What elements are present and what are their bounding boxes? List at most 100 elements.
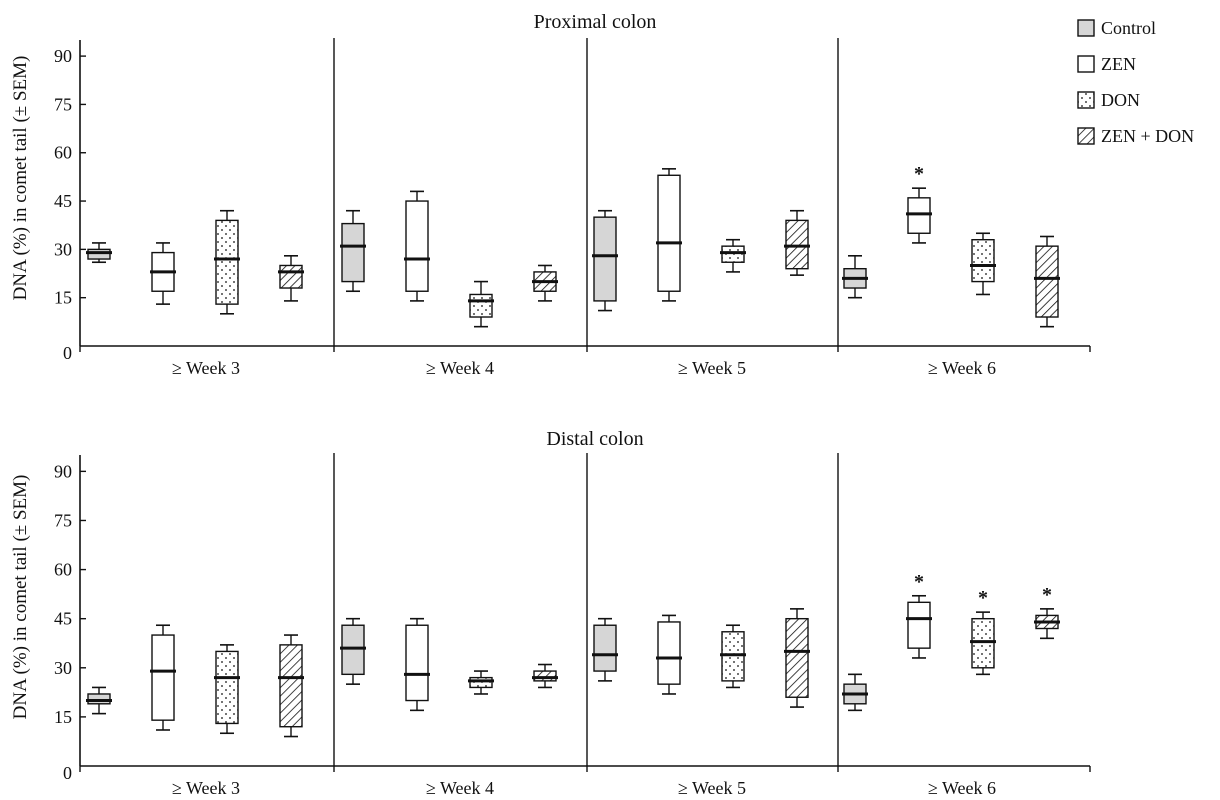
box-zen-6 xyxy=(906,594,932,659)
box-body xyxy=(657,621,681,685)
box-zen-don-6 xyxy=(1034,235,1060,328)
box-zen-6 xyxy=(906,187,932,244)
box-don-5 xyxy=(720,624,746,689)
chart-panel-distal: Distal colon DNA (%) in comet tail (± SEM… xyxy=(10,428,1091,798)
box-zen-don-5 xyxy=(784,608,810,708)
box-control-5 xyxy=(592,617,618,682)
box-zen-don-5 xyxy=(784,209,810,276)
box-body xyxy=(341,624,365,676)
box-body xyxy=(785,219,809,270)
box-body xyxy=(593,624,617,672)
chart-panel-proximal: Proximal colon DNA (%) in comet tail (± S… xyxy=(10,11,1091,378)
box-zen-5 xyxy=(656,614,682,695)
legend-label: ZEN xyxy=(1101,54,1136,74)
box-body xyxy=(593,216,617,302)
box-control-6 xyxy=(842,673,868,712)
box-body xyxy=(1035,245,1059,318)
chart-panels: Proximal colon DNA (%) in comet tail (± S… xyxy=(10,11,1091,798)
x-category-label: ≥ Week 5 xyxy=(678,358,746,378)
significance-marker: * xyxy=(914,571,924,593)
box-zen-don-6 xyxy=(1034,608,1060,640)
x-category-label: ≥ Week 3 xyxy=(172,778,240,798)
box-control-5 xyxy=(592,209,618,312)
box-don-6 xyxy=(970,232,996,296)
y-tick-label: 0 xyxy=(63,343,72,363)
y-tick-label: 45 xyxy=(54,191,72,211)
y-tick-label: 30 xyxy=(54,239,72,259)
y-tick-label: 75 xyxy=(54,94,72,114)
box-body xyxy=(87,248,111,260)
box-zen-4 xyxy=(404,617,430,712)
x-category-label: ≥ Week 3 xyxy=(172,358,240,378)
box-body xyxy=(907,601,931,649)
box-zen-3 xyxy=(150,242,176,305)
box-control-4 xyxy=(340,617,366,685)
box-body xyxy=(533,670,557,682)
box-body xyxy=(341,222,365,283)
x-category-label: ≥ Week 4 xyxy=(426,778,494,798)
legend-item-control: Control xyxy=(1077,18,1156,38)
box-zen-don-3 xyxy=(278,255,304,302)
box-body xyxy=(907,197,931,234)
box-control-4 xyxy=(340,209,366,293)
box-body xyxy=(279,644,303,728)
box-control-6 xyxy=(842,255,868,299)
box-zen-5 xyxy=(656,168,682,302)
box-body xyxy=(971,239,995,283)
y-tick-label: 75 xyxy=(54,510,72,530)
box-zen-4 xyxy=(404,190,430,302)
legend-item-zen-don: ZEN + DON xyxy=(1077,126,1194,146)
y-tick-label: 60 xyxy=(54,143,72,163)
x-category-label: ≥ Week 6 xyxy=(928,778,996,798)
x-category-label: ≥ Week 6 xyxy=(928,358,996,378)
significance-marker: * xyxy=(1042,584,1052,606)
y-tick-label: 0 xyxy=(63,763,72,783)
box-don-3 xyxy=(214,644,240,735)
x-category-label: ≥ Week 4 xyxy=(426,358,494,378)
chart-title: Distal colon xyxy=(546,428,643,450)
legend-swatch xyxy=(1077,19,1095,37)
legend-item-zen: ZEN xyxy=(1077,54,1136,74)
box-body xyxy=(971,617,995,669)
legend-swatch xyxy=(1077,127,1095,145)
legend-swatch xyxy=(1077,55,1095,73)
legend-label: Control xyxy=(1101,18,1156,38)
box-body xyxy=(469,676,493,689)
legend-label: ZEN + DON xyxy=(1101,126,1194,146)
box-don-6 xyxy=(970,611,996,676)
box-body xyxy=(405,200,429,292)
box-zen-don-4 xyxy=(532,264,558,302)
box-zen-3 xyxy=(150,624,176,731)
y-tick-label: 30 xyxy=(54,658,72,678)
box-body xyxy=(279,264,303,289)
box-control-3 xyxy=(86,242,112,264)
y-tick-label: 90 xyxy=(54,46,72,66)
box-zen-don-3 xyxy=(278,634,304,738)
y-tick-label: 90 xyxy=(54,461,72,481)
box-body xyxy=(405,624,429,702)
box-body xyxy=(657,174,681,292)
y-tick-label: 15 xyxy=(54,707,72,727)
legend-label: DON xyxy=(1101,90,1140,110)
box-body xyxy=(785,617,809,698)
chart-title: Proximal colon xyxy=(534,11,657,33)
box-body xyxy=(721,245,745,263)
box-don-5 xyxy=(720,238,746,273)
box-body xyxy=(215,219,239,305)
legend: Control ZEN DON ZEN + DON xyxy=(1077,18,1194,146)
y-tick-label: 45 xyxy=(54,609,72,629)
box-body xyxy=(151,634,175,721)
box-zen-don-4 xyxy=(532,663,558,689)
box-don-4 xyxy=(468,280,494,328)
legend-swatch xyxy=(1077,91,1095,109)
y-tick-label: 60 xyxy=(54,560,72,580)
significance-marker: * xyxy=(978,587,988,609)
significance-marker: * xyxy=(914,163,924,185)
x-category-label: ≥ Week 5 xyxy=(678,778,746,798)
y-axis-label: DNA (%) in comet tail (± SEM) xyxy=(10,56,31,301)
legend-item-don: DON xyxy=(1077,90,1140,110)
box-body xyxy=(87,693,111,705)
box-body xyxy=(721,631,745,682)
box-control-3 xyxy=(86,686,112,715)
